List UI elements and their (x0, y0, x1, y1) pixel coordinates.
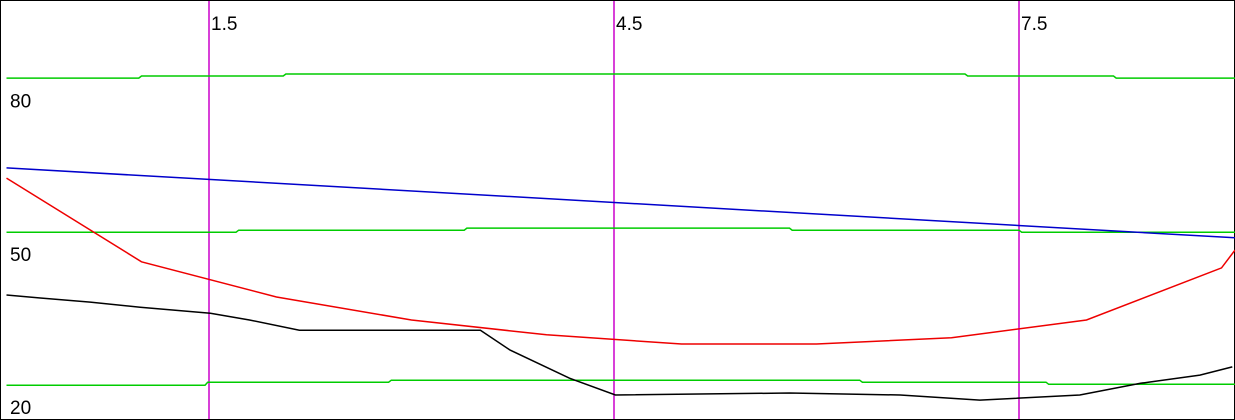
y-tick-label: 80 (10, 92, 31, 113)
x-tick-label: 4.5 (616, 14, 642, 35)
series-line (6, 227, 1235, 233)
x-tick-label: 7.5 (1021, 14, 1047, 35)
y-tick-label: 20 (10, 398, 31, 419)
series-line (6, 294, 1233, 401)
series-line (6, 167, 1235, 239)
series-line (6, 379, 1235, 387)
series-line (6, 177, 1235, 345)
x-tick-label: 1.5 (211, 14, 237, 35)
y-tick-label: 50 (10, 245, 31, 266)
series-line (6, 73, 1235, 79)
